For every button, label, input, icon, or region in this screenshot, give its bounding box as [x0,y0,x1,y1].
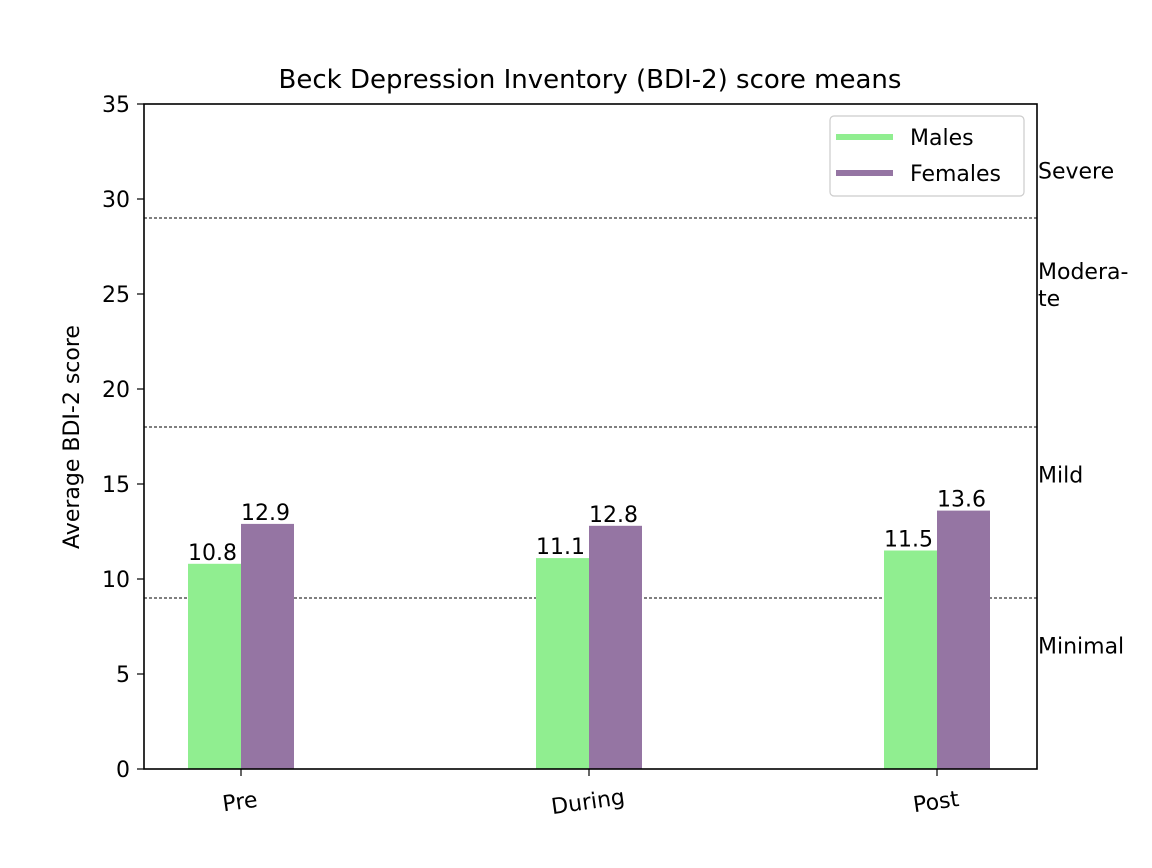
bar [937,510,990,769]
plot-frame [143,103,1038,770]
severity-label: Modera- [1038,260,1128,285]
y-axis: 0 5 10 15 20 25 30 35 [102,93,144,783]
chart-title: Beck Depression Inventory (BDI-2) score … [279,65,902,95]
legend: Males Females [829,115,1025,197]
severity-label: Mild [1038,464,1083,489]
y-tick-label: 0 [116,758,130,783]
severity-label: Minimal [1038,635,1124,660]
severity-band-labels: Severe Modera-te Mild Minimal [1038,160,1128,660]
bars-group [188,510,990,769]
legend-label: Females [910,162,1001,187]
y-tick-label: 30 [102,188,130,213]
y-tick-label: 35 [102,93,130,118]
y-tick-label: 15 [102,473,130,498]
legend-label: Males [910,126,974,151]
y-axis-label: Average BDI-2 score [60,325,85,549]
bar [589,525,642,769]
bar-value-label: 10.8 [188,541,237,566]
y-tick-label: 10 [102,568,130,593]
severity-label: Severe [1038,160,1114,185]
y-tick-label: 25 [102,283,130,308]
y-tick-label: 5 [116,663,130,688]
bar [884,550,937,769]
value-labels: 10.812.9 11.112.8 11.513.6 [188,488,986,566]
bar-value-label: 11.5 [884,528,933,553]
bar-value-label: 13.6 [937,488,986,513]
bar [536,558,589,769]
bar-value-label: 11.1 [536,535,585,560]
x-tick-label: Pre [221,788,259,818]
bar-value-label: 12.9 [241,501,290,526]
bar-value-label: 12.8 [589,503,638,528]
y-tick-label: 20 [102,378,130,403]
severity-label: te [1038,287,1060,312]
bar [188,563,241,769]
bar [241,523,294,769]
